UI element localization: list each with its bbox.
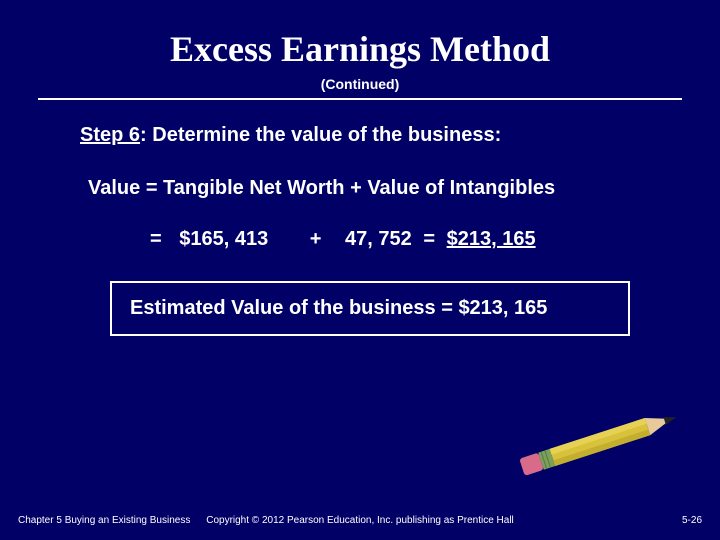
formula-line: Value = Tangible Net Worth + Value of In… xyxy=(88,177,660,200)
footer-copyright: Copyright © 2012 Pearson Education, Inc.… xyxy=(0,515,720,526)
step-label: Step 6 xyxy=(80,124,140,146)
step-line: Step 6: Determine the value of the busin… xyxy=(80,124,660,147)
calc-amount1: $165, 413 xyxy=(179,228,268,250)
slide-title: Excess Earnings Method xyxy=(0,0,720,70)
pencil-icon xyxy=(510,405,690,485)
calc-equals2: = xyxy=(423,228,435,250)
content-area: Step 6: Determine the value of the busin… xyxy=(0,100,720,336)
footer-page-number: 5-26 xyxy=(682,515,702,526)
calc-plus: + xyxy=(310,228,322,250)
result-box: Estimated Value of the business = $213, … xyxy=(110,281,630,336)
slide-subtitle: (Continued) xyxy=(0,76,720,92)
calc-equals: = xyxy=(150,228,162,250)
calc-amount2: 47, 752 xyxy=(345,228,412,250)
calc-result: $213, 165 xyxy=(447,228,536,250)
step-description: : Determine the value of the business: xyxy=(140,124,501,146)
calculation-line: = $165, 413 + 47, 752 = $213, 165 xyxy=(150,228,660,251)
